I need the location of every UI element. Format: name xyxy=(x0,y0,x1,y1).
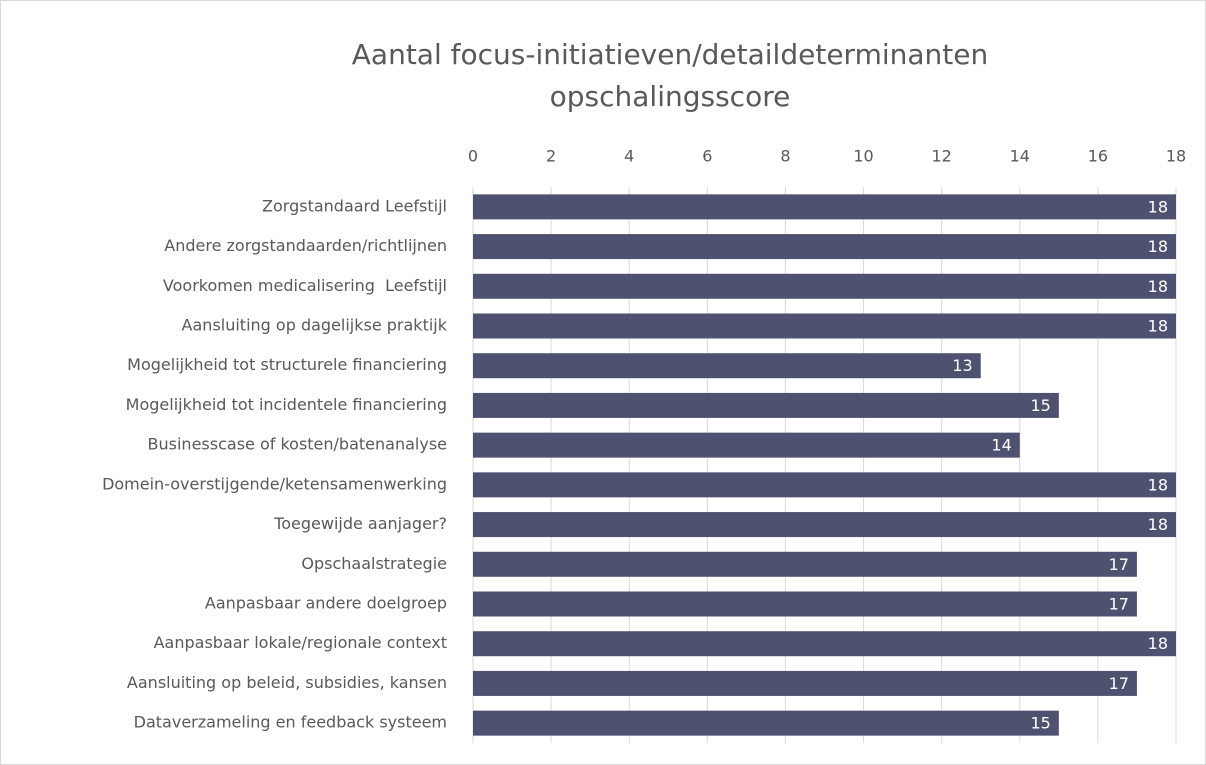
data-label: 15 xyxy=(1030,714,1050,733)
chart-title: Aantal focus-initiatieven/detaildetermin… xyxy=(352,38,988,71)
bar xyxy=(473,710,1059,736)
y-tick-label: Aansluiting op dagelijkse praktijk xyxy=(182,316,448,335)
data-label: 17 xyxy=(1109,595,1129,614)
bar xyxy=(473,591,1137,617)
y-tick-label: Businesscase of kosten/batenanalyse xyxy=(148,435,447,454)
data-label: 17 xyxy=(1109,674,1129,693)
x-tick-label: 10 xyxy=(853,147,873,166)
data-label: 14 xyxy=(991,436,1011,455)
data-label: 18 xyxy=(1148,277,1168,296)
x-tick-label: 16 xyxy=(1088,147,1108,166)
data-label: 13 xyxy=(952,356,972,375)
data-label: 17 xyxy=(1109,555,1129,574)
x-tick-label: 0 xyxy=(468,147,478,166)
y-tick-label: Mogelijkheid tot incidentele financierin… xyxy=(126,395,447,414)
bar xyxy=(473,353,981,379)
x-tick-label: 8 xyxy=(780,147,790,166)
data-label: 18 xyxy=(1148,317,1168,336)
bar xyxy=(473,234,1176,260)
data-label: 18 xyxy=(1148,197,1168,216)
y-tick-label: Zorgstandaard Leefstijl xyxy=(262,196,447,215)
x-tick-label: 12 xyxy=(931,147,951,166)
data-label: 18 xyxy=(1148,634,1168,653)
y-tick-label: Andere zorgstandaarden/richtlijnen xyxy=(164,236,447,255)
data-label: 15 xyxy=(1030,396,1050,415)
x-tick-label: 6 xyxy=(702,147,712,166)
x-tick-label: 4 xyxy=(624,147,634,166)
bar xyxy=(473,670,1137,696)
bar xyxy=(473,392,1059,418)
y-tick-label: Opschaalstrategie xyxy=(301,554,447,573)
bar xyxy=(473,313,1176,339)
bar xyxy=(473,273,1176,299)
data-label: 18 xyxy=(1148,237,1168,256)
bar xyxy=(473,194,1176,220)
y-tick-label: Aanpasbaar andere doelgroep xyxy=(205,594,447,613)
x-tick-label: 14 xyxy=(1010,147,1030,166)
y-tick-label: Aanpasbaar lokale/regionale context xyxy=(154,633,447,652)
bar xyxy=(473,512,1176,538)
bar xyxy=(473,551,1137,577)
y-tick-label: Dataverzameling en feedback systeem xyxy=(134,713,447,732)
bar xyxy=(473,631,1176,657)
bar xyxy=(473,472,1176,498)
y-tick-label: Voorkomen medicalisering Leefstijl xyxy=(163,276,447,295)
y-tick-label: Mogelijkheid tot structurele financierin… xyxy=(127,355,447,374)
x-tick-label: 2 xyxy=(546,147,556,166)
data-label: 18 xyxy=(1148,475,1168,494)
x-tick-label: 18 xyxy=(1166,147,1186,166)
y-tick-label: Domein-overstijgende/ketensamenwerking xyxy=(102,474,447,493)
data-label: 18 xyxy=(1148,515,1168,534)
y-tick-label: Aansluiting op beleid, subsidies, kansen xyxy=(127,673,447,692)
y-tick-label: Toegewijde aanjager? xyxy=(273,514,447,533)
chart-title: opschalingsscore xyxy=(550,80,791,113)
bar xyxy=(473,432,1020,458)
